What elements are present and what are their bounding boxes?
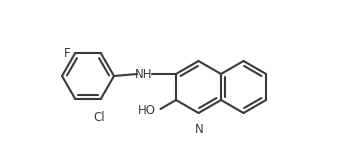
Text: N: N (195, 123, 204, 136)
Text: NH: NH (135, 68, 153, 81)
Text: HO: HO (137, 103, 155, 117)
Text: F: F (64, 47, 71, 60)
Text: Cl: Cl (93, 110, 105, 124)
